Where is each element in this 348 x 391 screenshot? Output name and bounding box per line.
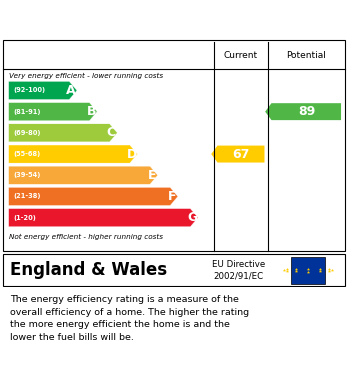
- Text: A: A: [66, 84, 76, 97]
- Polygon shape: [265, 103, 341, 120]
- Text: (21-38): (21-38): [13, 194, 40, 199]
- Text: EU Directive
2002/91/EC: EU Directive 2002/91/EC: [212, 260, 265, 281]
- Polygon shape: [9, 81, 77, 99]
- Text: Current: Current: [224, 51, 258, 60]
- Polygon shape: [9, 166, 158, 184]
- Text: C: C: [107, 126, 116, 139]
- Text: 67: 67: [233, 147, 250, 161]
- Text: B: B: [86, 105, 96, 118]
- Text: 89: 89: [298, 105, 315, 118]
- Text: Not energy efficient - higher running costs: Not energy efficient - higher running co…: [9, 234, 163, 240]
- Text: (55-68): (55-68): [13, 151, 40, 157]
- Polygon shape: [211, 145, 264, 163]
- Bar: [291, 257, 324, 283]
- Polygon shape: [9, 103, 97, 121]
- Text: England & Wales: England & Wales: [10, 261, 168, 279]
- Polygon shape: [9, 124, 117, 142]
- Polygon shape: [9, 209, 198, 227]
- Text: (81-91): (81-91): [13, 109, 40, 115]
- Text: F: F: [168, 190, 176, 203]
- Text: Very energy efficient - lower running costs: Very energy efficient - lower running co…: [9, 72, 163, 79]
- Polygon shape: [9, 187, 178, 205]
- Text: Potential: Potential: [286, 51, 326, 60]
- Text: E: E: [148, 169, 156, 182]
- Text: G: G: [187, 211, 197, 224]
- Text: D: D: [126, 147, 137, 161]
- Polygon shape: [9, 145, 137, 163]
- Text: The energy efficiency rating is a measure of the
overall efficiency of a home. T: The energy efficiency rating is a measur…: [10, 295, 250, 342]
- Text: (69-80): (69-80): [13, 130, 40, 136]
- Text: (92-100): (92-100): [13, 88, 45, 93]
- Text: Energy Efficiency Rating: Energy Efficiency Rating: [9, 15, 200, 29]
- Text: (1-20): (1-20): [13, 215, 36, 221]
- Text: (39-54): (39-54): [13, 172, 40, 178]
